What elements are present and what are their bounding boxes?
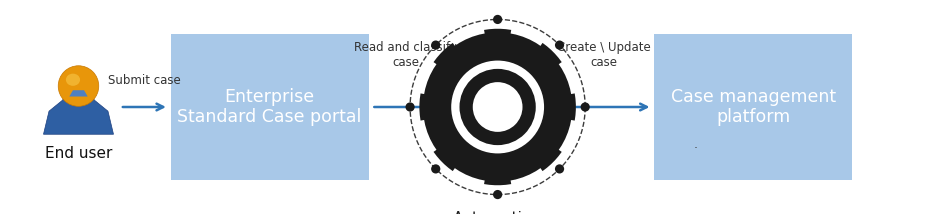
Text: Submit case: Submit case bbox=[107, 74, 180, 87]
Text: End user: End user bbox=[45, 146, 112, 161]
Ellipse shape bbox=[555, 164, 564, 174]
Polygon shape bbox=[43, 94, 114, 134]
Ellipse shape bbox=[473, 82, 523, 132]
Ellipse shape bbox=[431, 164, 440, 174]
Polygon shape bbox=[433, 144, 462, 171]
Ellipse shape bbox=[460, 69, 536, 145]
Ellipse shape bbox=[555, 40, 564, 50]
Text: Case management
platform: Case management platform bbox=[671, 88, 836, 126]
Text: Create \ Update
case: Create \ Update case bbox=[556, 41, 650, 69]
Text: Enterprise
Standard Case portal: Enterprise Standard Case portal bbox=[178, 88, 362, 126]
Ellipse shape bbox=[405, 102, 415, 112]
Polygon shape bbox=[419, 93, 435, 121]
Ellipse shape bbox=[581, 102, 589, 112]
Ellipse shape bbox=[494, 15, 502, 24]
Polygon shape bbox=[560, 93, 576, 121]
Polygon shape bbox=[534, 144, 562, 171]
Ellipse shape bbox=[58, 66, 99, 106]
Text: .: . bbox=[694, 138, 697, 151]
Ellipse shape bbox=[494, 190, 502, 199]
Ellipse shape bbox=[431, 40, 440, 50]
Polygon shape bbox=[433, 43, 462, 70]
Ellipse shape bbox=[66, 74, 80, 86]
Text: Automation
service: Automation service bbox=[453, 211, 542, 214]
Polygon shape bbox=[70, 90, 87, 97]
Polygon shape bbox=[534, 43, 562, 70]
FancyBboxPatch shape bbox=[654, 34, 853, 180]
FancyBboxPatch shape bbox=[171, 34, 368, 180]
Polygon shape bbox=[484, 170, 511, 185]
Polygon shape bbox=[484, 29, 511, 44]
Ellipse shape bbox=[451, 61, 544, 153]
Ellipse shape bbox=[434, 44, 560, 170]
Text: Read and classify
case: Read and classify case bbox=[354, 41, 457, 69]
